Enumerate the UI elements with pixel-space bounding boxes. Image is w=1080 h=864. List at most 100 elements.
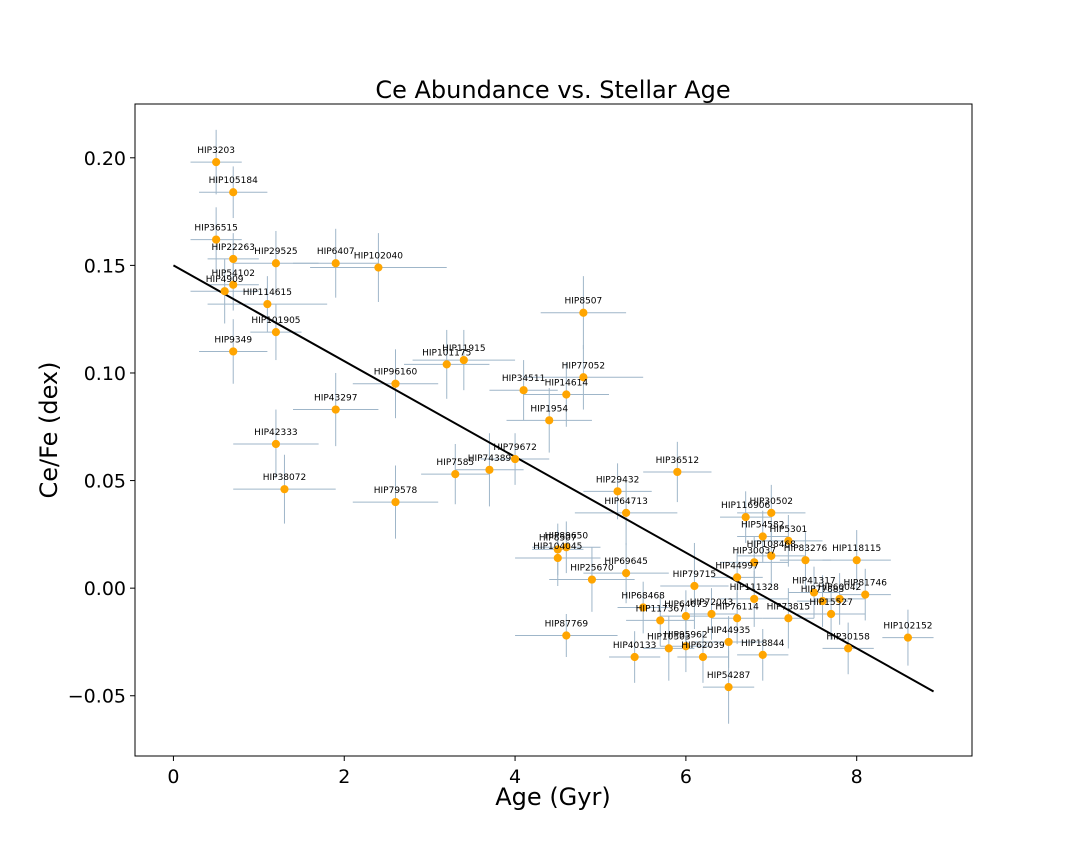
fit-line (172, 264, 935, 693)
point-label: HIP8507 (565, 297, 603, 307)
data-point (331, 405, 340, 414)
point-label: HIP117367 (636, 604, 685, 614)
data-point (681, 612, 690, 621)
plot-area: HIP3203 HIP105184 HIP36515 HIP22263 HIP29525… (172, 129, 935, 724)
data-point (485, 465, 494, 474)
point-label: HIP36515 (194, 224, 237, 234)
point-label: HIP101905 (251, 316, 300, 326)
point-label: HIP73815 (767, 602, 810, 612)
data-points (212, 157, 913, 692)
data-point (579, 308, 588, 317)
data-point (587, 575, 597, 584)
point-label: HIP15527 (809, 598, 852, 608)
data-point (750, 558, 759, 567)
data-point (690, 581, 699, 591)
point-label: HIP64673 (664, 600, 707, 610)
point-label: HIP6407 (317, 247, 355, 257)
data-point (613, 487, 622, 496)
point-label: HIP108468 (747, 540, 796, 550)
point-label: HIP10303 (647, 632, 690, 642)
data-point (809, 588, 819, 597)
point-label: HIP79672 (493, 443, 536, 453)
y-tick-label: −0.05 (68, 686, 126, 708)
point-label: HIP54287 (707, 671, 750, 681)
point-label: HIP9349 (214, 335, 252, 345)
point-label: HIP104045 (533, 542, 582, 552)
data-point (442, 360, 451, 369)
data-point (698, 652, 708, 662)
point-label: HIP68468 (621, 592, 665, 602)
x-axis-label: Age (Gyr) (495, 783, 610, 811)
point-label: HIP96160 (374, 368, 418, 378)
axes-frame (134, 103, 973, 757)
point-label: HIP111328 (730, 583, 779, 593)
point-label: HIP44997 (715, 561, 758, 571)
data-point (229, 254, 238, 264)
point-label: HIP38072 (263, 473, 306, 483)
data-point (733, 614, 742, 623)
data-point (724, 637, 733, 647)
data-point (451, 470, 460, 479)
point-label: HIP116906 (721, 501, 770, 511)
data-point (750, 594, 759, 604)
data-point (331, 259, 340, 268)
point-label: HIP95962 (664, 630, 707, 640)
point-label: HIP54582 (741, 521, 784, 531)
point-label: HIP44935 (707, 626, 750, 636)
point-label: HIP4909 (206, 275, 244, 285)
data-point (741, 513, 750, 522)
point-label: HIP40133 (613, 641, 656, 651)
x-tick-label: 2 (338, 766, 350, 788)
point-label: HIP14614 (545, 378, 589, 388)
data-point (835, 594, 844, 604)
data-point (656, 616, 665, 625)
data-point (852, 556, 861, 565)
point-label: HIP11915 (442, 344, 485, 354)
point-label: HIP42333 (254, 428, 297, 438)
data-point (562, 631, 571, 640)
point-label: HIP1954 (530, 404, 568, 414)
data-point (553, 553, 562, 563)
data-point (271, 327, 281, 337)
point-label: HIP76114 (715, 602, 759, 612)
y-tick-label: 0.05 (84, 471, 126, 493)
point-label: HIP60042 (818, 583, 861, 593)
data-point (630, 652, 639, 662)
point-label: HIP8507 (539, 533, 577, 543)
data-point (707, 609, 716, 619)
point-label: HIP105184 (209, 176, 258, 186)
x-tick-label: 8 (851, 766, 863, 788)
point-label: HIP74389 (468, 454, 512, 464)
data-point (673, 467, 682, 477)
point-label: HIP77052 (562, 361, 605, 371)
point-label: HIP3203 (197, 146, 235, 156)
point-label: HIP36512 (656, 456, 699, 466)
data-point (212, 157, 221, 167)
data-point (621, 568, 631, 578)
data-point (818, 596, 827, 606)
data-point (391, 379, 400, 388)
point-label: HIP7585 (436, 458, 474, 468)
point-label: HIP114615 (243, 288, 292, 298)
point-labels: HIP3203 HIP105184 HIP36515 HIP22263 HIP29525… (194, 146, 932, 681)
data-point (724, 683, 733, 692)
y-tick-label: 0.20 (84, 148, 126, 170)
data-point (562, 543, 571, 552)
y-axis-label: Ce/Fe (dex) (35, 361, 63, 498)
data-point (553, 545, 562, 554)
chart-title: Ce Abundance vs. Stellar Age (375, 76, 730, 104)
data-point (733, 573, 742, 582)
point-label: HIP22263 (211, 243, 254, 253)
point-label: HIP102040 (354, 252, 403, 262)
point-label: HIP62039 (681, 641, 725, 651)
point-label: HIP5301 (769, 525, 807, 535)
point-label: HIP34511 (502, 374, 545, 384)
data-point (459, 355, 468, 365)
data-point (562, 390, 571, 399)
data-point (220, 287, 229, 296)
point-label: HIP81746 (843, 579, 887, 589)
data-point (271, 259, 281, 268)
point-label: HIP18844 (741, 639, 785, 649)
